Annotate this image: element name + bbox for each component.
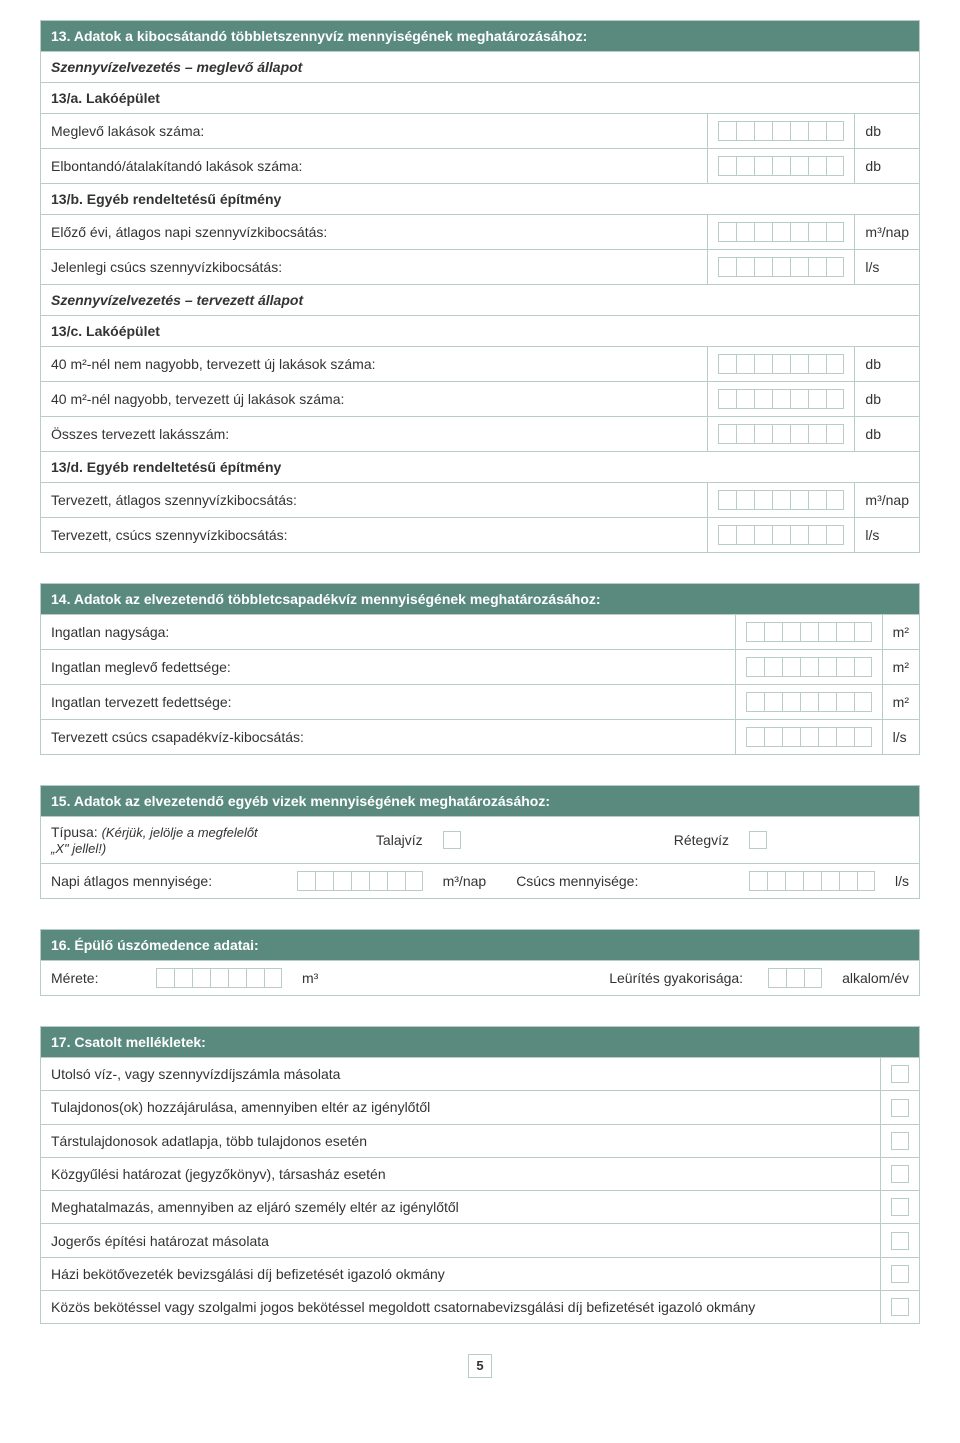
s13-sub1: Szennyvízelvezetés – meglevő állapot (41, 52, 920, 83)
section-13-table: 13. Adatok a kibocsátandó többletszennyv… (40, 20, 920, 553)
s13d-title: 13/d. Egyéb rendeltetésű építmény (41, 452, 920, 483)
s14-r3-input[interactable] (735, 685, 882, 720)
s15-type-label-text: Típusa: (51, 824, 98, 840)
s17-r3: Társtulajdonosok adatlapja, több tulajdo… (41, 1124, 881, 1157)
s13d-r2-unit: l/s (855, 518, 920, 553)
s13c-r1-unit: db (855, 347, 920, 382)
s17-r4: Közgyűlési határozat (jegyzőkönyv), társ… (41, 1157, 881, 1190)
s17-r8: Közös bekötéssel vagy szolgalmi jogos be… (41, 1291, 881, 1324)
s13c-title: 13/c. Lakóépület (41, 316, 920, 347)
s17-r1-check[interactable] (881, 1058, 920, 1091)
s13a-title: 13/a. Lakóépület (41, 83, 920, 114)
s13-sub2: Szennyvízelvezetés – tervezett állapot (41, 285, 920, 316)
section-17-header: 17. Csatolt mellékletek: (41, 1027, 920, 1058)
s13c-r2-label: 40 m²-nél nagyobb, tervezett új lakások … (41, 382, 708, 417)
s14-r3-label: Ingatlan tervezett fedettsége: (41, 685, 736, 720)
s14-r1-label: Ingatlan nagysága: (41, 615, 736, 650)
s14-r4-label: Tervezett csúcs csapadékvíz-kibocsátás: (41, 720, 736, 755)
s17-r7-check[interactable] (881, 1257, 920, 1290)
s14-r2-input[interactable] (735, 650, 882, 685)
s13b-r1-label: Előző évi, átlagos napi szennyvízkibocsá… (41, 215, 708, 250)
section-16-header: 16. Épülő úszómedence adatai: (41, 930, 920, 961)
s13c-r1-label: 40 m²-nél nem nagyobb, tervezett új laká… (41, 347, 708, 382)
s16-r1b-label: Leürítés gyakorisága: (328, 961, 758, 996)
s17-r2: Tulajdonos(ok) hozzájárulása, amennyiben… (41, 1091, 881, 1124)
s17-r1: Utolsó víz-, vagy szennyvízdíjszámla más… (41, 1058, 881, 1091)
s17-r7: Házi bekötővezeték bevizsgálási díj befi… (41, 1257, 881, 1290)
section-16-table: 16. Épülő úszómedence adatai: Mérete: m³… (40, 929, 920, 996)
s15-opt1-check[interactable] (433, 817, 497, 864)
s13d-r2-input[interactable] (708, 518, 855, 553)
s15-opt2-label: Rétegvíz (496, 817, 739, 864)
s15-r2b-label: Csúcs mennyisége: (496, 864, 739, 899)
s13c-r3-label: Összes tervezett lakásszám: (41, 417, 708, 452)
s13a-r2-label: Elbontandó/átalakítandó lakások száma: (41, 149, 708, 184)
s14-r2-unit: m² (882, 650, 919, 685)
s16-r1a-input[interactable] (146, 961, 292, 996)
s17-r3-check[interactable] (881, 1124, 920, 1157)
s13a-r2-unit: db (855, 149, 920, 184)
s15-opt1-label: Talajvíz (287, 817, 433, 864)
s13a-r1-unit: db (855, 114, 920, 149)
s13c-r2-input[interactable] (708, 382, 855, 417)
s13a-r1-label: Meglevő lakások száma: (41, 114, 708, 149)
s13d-r1-unit: m³/nap (855, 483, 920, 518)
s13d-r2-label: Tervezett, csúcs szennyvízkibocsátás: (41, 518, 708, 553)
s15-opt2-check[interactable] (739, 817, 920, 864)
s14-r4-input[interactable] (735, 720, 882, 755)
s13b-r2-label: Jelenlegi csúcs szennyvízkibocsátás: (41, 250, 708, 285)
page-number: 5 (468, 1354, 492, 1378)
s15-r2b-unit: l/s (885, 864, 920, 899)
s17-r8-check[interactable] (881, 1291, 920, 1324)
s15-r2a-unit: m³/nap (433, 864, 497, 899)
s14-r1-unit: m² (882, 615, 919, 650)
s15-r2b-input[interactable] (739, 864, 885, 899)
s13b-r1-input[interactable] (708, 215, 855, 250)
s17-r4-check[interactable] (881, 1157, 920, 1190)
s16-r1b-unit: alkalom/év (832, 961, 919, 996)
section-13-header: 13. Adatok a kibocsátandó többletszennyv… (41, 21, 920, 52)
s13d-r1-input[interactable] (708, 483, 855, 518)
section-15-table: 15. Adatok az elvezetendő egyéb vizek me… (40, 785, 920, 899)
s17-r2-check[interactable] (881, 1091, 920, 1124)
s14-r4-unit: l/s (882, 720, 919, 755)
section-15-header: 15. Adatok az elvezetendő egyéb vizek me… (41, 786, 920, 817)
s13c-r2-unit: db (855, 382, 920, 417)
s17-r5-check[interactable] (881, 1191, 920, 1224)
s13a-r2-input[interactable] (708, 149, 855, 184)
section-14-table: 14. Adatok az elvezetendő többletcsapadé… (40, 583, 920, 755)
s15-r2a-input[interactable] (287, 864, 433, 899)
s13b-r1-unit: m³/nap (855, 215, 920, 250)
s13c-r3-input[interactable] (708, 417, 855, 452)
s15-type-label: Típusa: (Kérjük, jelölje a megfelelőt „X… (41, 817, 287, 864)
section-14-header: 14. Adatok az elvezetendő többletcsapadé… (41, 584, 920, 615)
s13b-r2-unit: l/s (855, 250, 920, 285)
s13c-r3-unit: db (855, 417, 920, 452)
s15-r2a-label: Napi átlagos mennyisége: (41, 864, 287, 899)
s13b-title: 13/b. Egyéb rendeltetésű építmény (41, 184, 920, 215)
s14-r2-label: Ingatlan meglevő fedettsége: (41, 650, 736, 685)
s17-r6-check[interactable] (881, 1224, 920, 1257)
s13c-r1-input[interactable] (708, 347, 855, 382)
s13a-r1-input[interactable] (708, 114, 855, 149)
s13b-r2-input[interactable] (708, 250, 855, 285)
s14-r1-input[interactable] (735, 615, 882, 650)
s17-r6: Jogerős építési határozat másolata (41, 1224, 881, 1257)
s13d-r1-label: Tervezett, átlagos szennyvízkibocsátás: (41, 483, 708, 518)
s14-r3-unit: m² (882, 685, 919, 720)
s16-r1a-unit: m³ (292, 961, 328, 996)
s16-r1a-label: Mérete: (41, 961, 146, 996)
section-17-table: 17. Csatolt mellékletek: Utolsó víz-, va… (40, 1026, 920, 1324)
s17-r5: Meghatalmazás, amennyiben az eljáró szem… (41, 1191, 881, 1224)
s16-r1b-input[interactable] (758, 961, 832, 996)
